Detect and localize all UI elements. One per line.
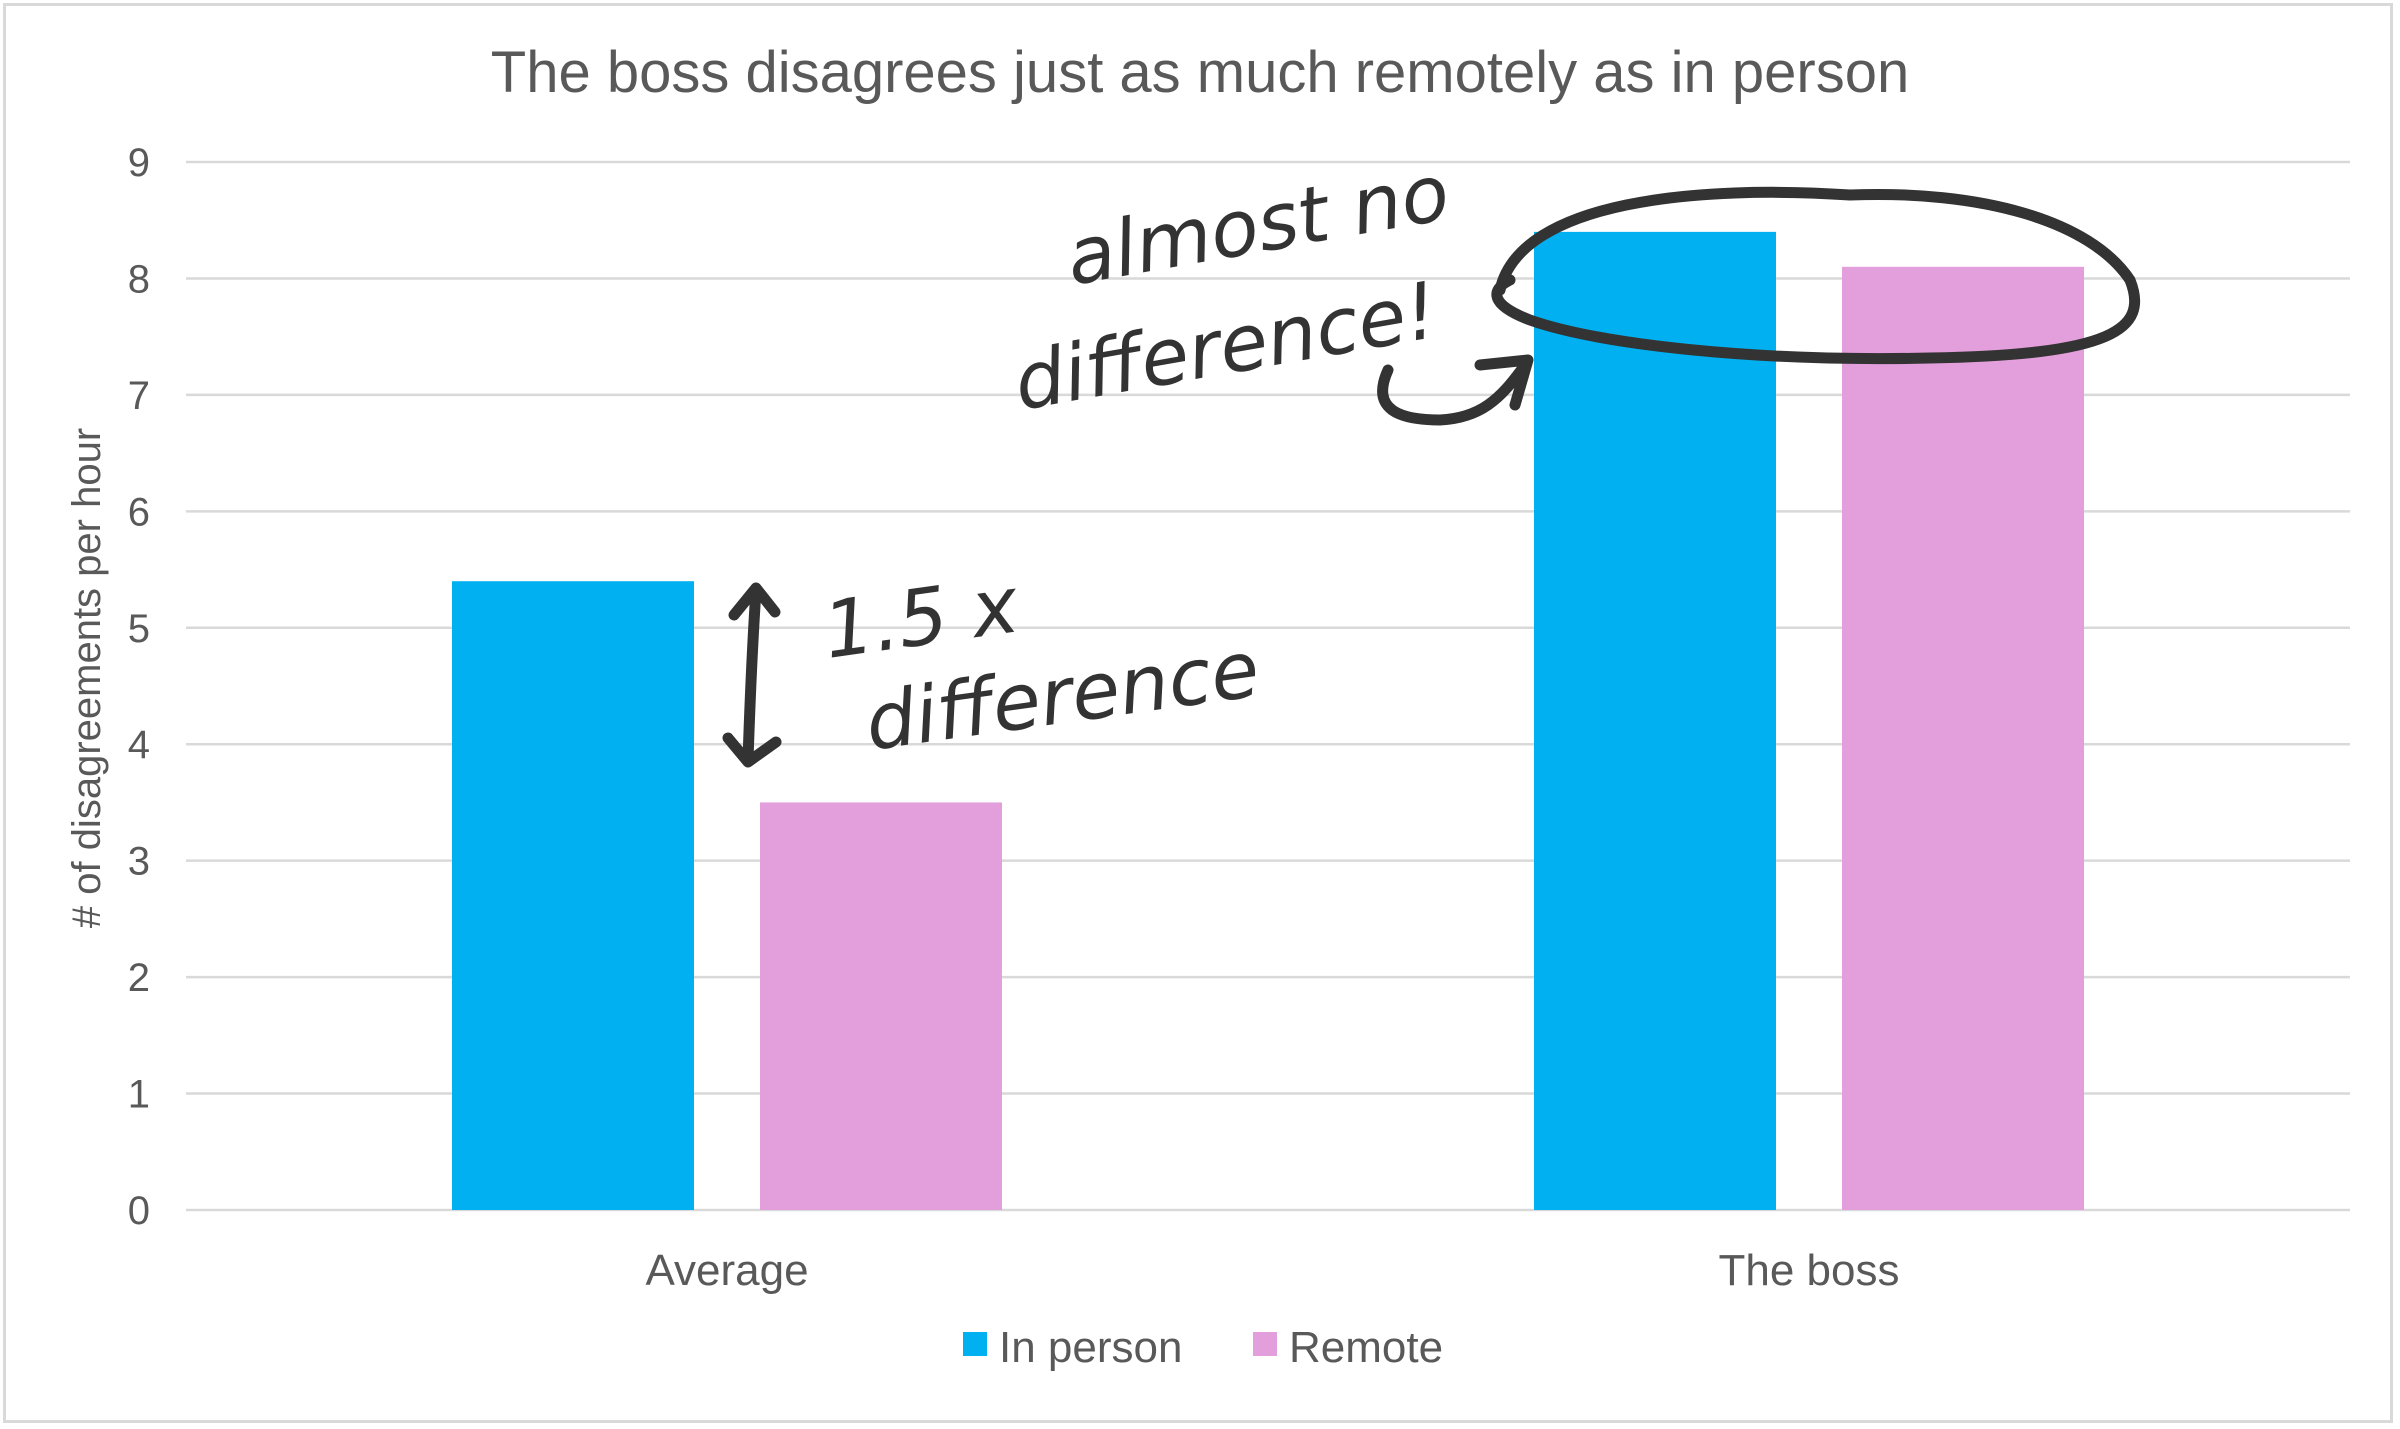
y-tick-label: 7 (128, 374, 150, 418)
x-category-label: Average (645, 1246, 808, 1295)
y-axis-ticks: 0 1 2 3 4 5 6 7 8 9 (128, 141, 150, 1233)
legend-swatch (963, 1332, 987, 1356)
bar-remote-the-boss (1842, 266, 2084, 1210)
y-tick-label: 6 (128, 490, 150, 534)
y-tick-label: 4 (128, 723, 150, 767)
y-tick-label: 2 (128, 956, 150, 1000)
y-tick-label: 8 (128, 257, 150, 301)
y-axis-label: # of disagreements per hour (65, 428, 109, 928)
annotation-average-line-1: 1.5 x (818, 560, 1024, 676)
legend-label: In person (999, 1323, 1182, 1372)
legend-swatch (1253, 1332, 1277, 1356)
circle-highlight (1491, 186, 2141, 365)
annotation-average: 1.5 x difference (722, 560, 1265, 769)
x-axis-categories: Average The boss (645, 1246, 1899, 1295)
bar-in-person-the-boss (1534, 231, 1776, 1210)
curved-arrow-icon (1377, 354, 1534, 426)
y-tick-label: 3 (128, 840, 150, 884)
y-tick-label: 9 (128, 141, 150, 185)
y-tick-label: 1 (128, 1073, 150, 1117)
bar-in-person-average (452, 581, 694, 1210)
chart-title: The boss disagrees just as much remotely… (491, 40, 1909, 105)
double-arrow-icon (722, 582, 782, 768)
legend-item: Remote (1253, 1323, 1443, 1372)
x-category-label: The boss (1719, 1246, 1900, 1295)
y-tick-label: 5 (128, 607, 150, 651)
legend-label: Remote (1289, 1323, 1443, 1372)
bar-remote-average (760, 802, 1002, 1210)
bars (452, 231, 2084, 1210)
legend: In person Remote (963, 1323, 1443, 1372)
legend-item: In person (963, 1323, 1182, 1372)
y-tick-label: 0 (128, 1189, 150, 1233)
